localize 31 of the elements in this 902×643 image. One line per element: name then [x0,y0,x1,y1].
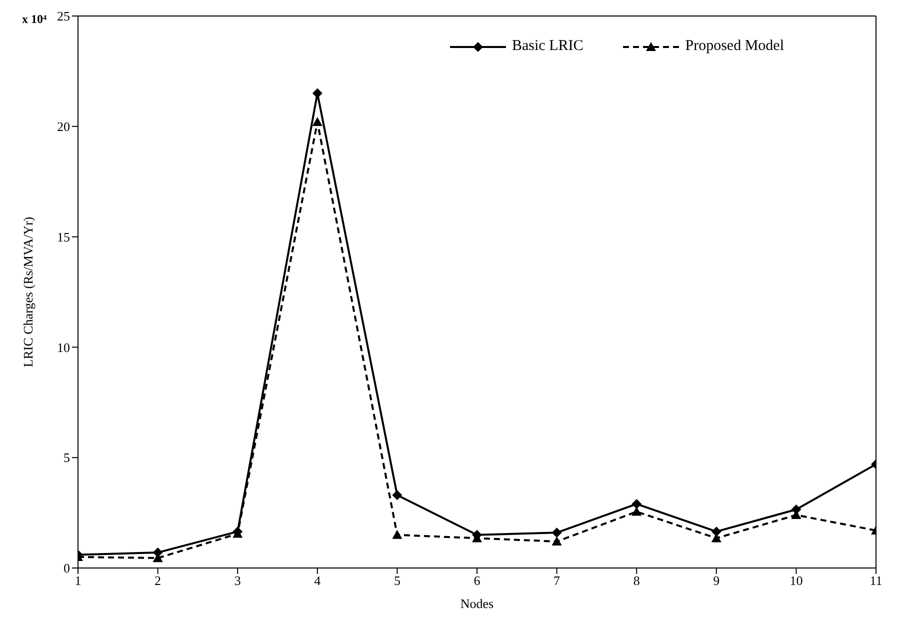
x-tick-label: 5 [394,573,400,588]
legend-label: Basic LRIC [512,38,584,55]
y-tick-label: 20 [57,119,70,134]
x-tick-label: 4 [314,573,322,588]
legend-label: Proposed Model [685,38,784,55]
y-tick-label: 5 [64,450,70,466]
x-tick-label: 11 [870,573,882,588]
point [392,490,402,500]
point [552,528,562,538]
y-axis-title: LRIC Charges (Rs/MVA/Yr) [20,216,36,368]
x-tick-label: 8 [633,573,640,588]
point [392,530,402,539]
point [312,116,322,126]
x-axis-title: Nodes [460,596,494,611]
x-tick-label: 1 [74,573,82,588]
y-tick-label: 15 [57,229,70,244]
text: x 10⁴ [22,12,47,27]
point [632,498,642,509]
y-tick-label: 10 [57,340,70,355]
point [711,526,722,537]
x-tick-label: 7 [554,573,561,588]
x-tick-label: 6 [474,573,481,588]
x-tick-label: 10 [790,573,803,588]
x-tick-label: 2 [154,573,162,588]
x-tick-label: 9 [713,573,720,588]
y-tick-label: 25 [57,8,70,24]
point [312,88,322,98]
y-tick-label: 0 [64,560,70,576]
point [632,506,642,516]
x-tick-label: 3 [234,573,241,588]
point [552,536,562,546]
